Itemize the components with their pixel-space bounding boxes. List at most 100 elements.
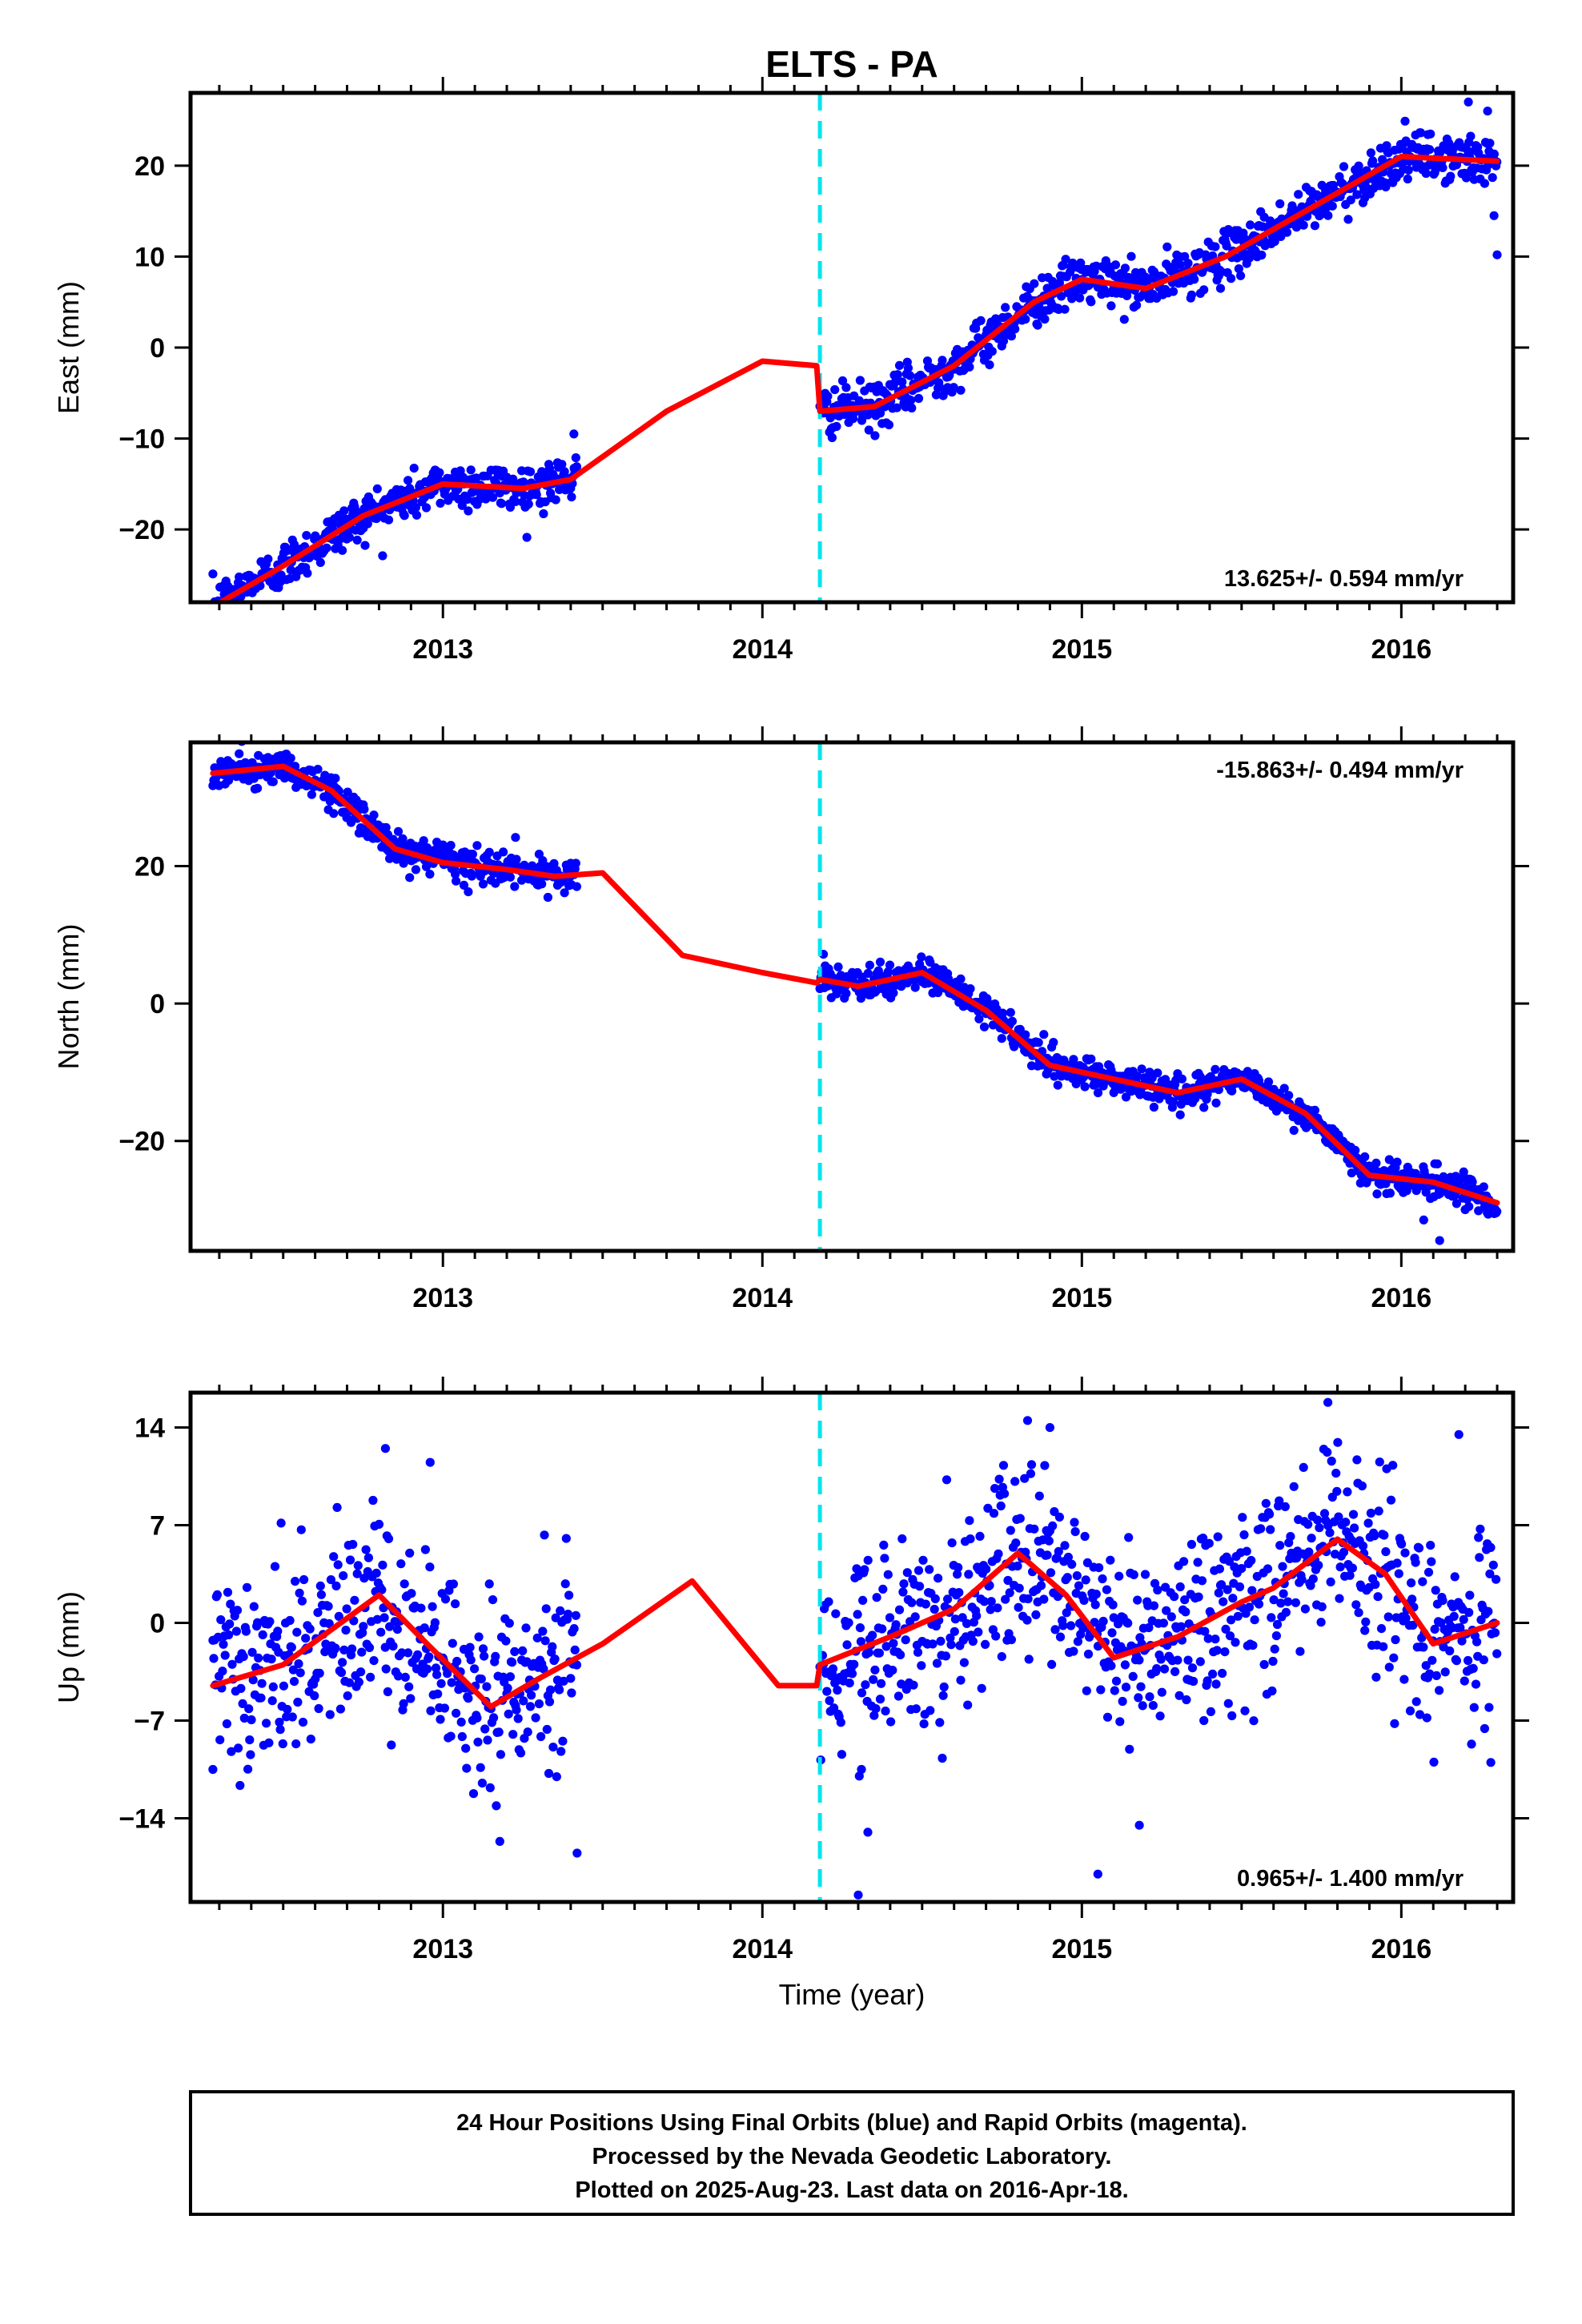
data-point <box>1354 1608 1363 1618</box>
data-point <box>1266 1525 1275 1534</box>
data-point <box>1327 201 1337 211</box>
data-point <box>856 1637 865 1647</box>
data-point <box>942 1475 952 1485</box>
data-point <box>1489 149 1499 159</box>
data-point <box>1244 253 1255 263</box>
data-point <box>1445 1646 1455 1656</box>
data-point <box>495 1836 504 1846</box>
data-point <box>1384 1663 1394 1672</box>
data-point <box>1275 199 1285 209</box>
data-point <box>1391 1634 1400 1645</box>
data-point <box>1039 1030 1049 1039</box>
data-point <box>1020 1474 1030 1483</box>
data-point <box>1133 1595 1142 1605</box>
data-point <box>917 952 926 962</box>
data-point <box>1275 1541 1285 1550</box>
data-point <box>1492 1207 1502 1216</box>
data-point <box>1425 1669 1435 1679</box>
data-point <box>247 1715 256 1725</box>
data-point <box>1379 1530 1389 1540</box>
data-point <box>1030 279 1039 288</box>
data-point <box>1030 1524 1039 1534</box>
data-point <box>1397 1539 1407 1549</box>
outlier-point <box>863 1827 873 1837</box>
data-point <box>994 1549 1003 1558</box>
data-point <box>1044 1536 1054 1546</box>
data-point <box>411 865 421 875</box>
data-point <box>959 1658 969 1667</box>
outlier-point <box>1134 1820 1144 1830</box>
data-point <box>369 1656 379 1666</box>
data-point <box>864 425 873 435</box>
data-point <box>1464 1607 1474 1618</box>
data-point <box>1267 1686 1277 1696</box>
data-point <box>1418 1577 1427 1586</box>
data-point <box>267 1655 276 1664</box>
data-point <box>1047 1659 1057 1669</box>
y-tick-label: 20 <box>135 151 165 182</box>
data-point <box>1278 1562 1287 1571</box>
data-point <box>1379 1642 1388 1651</box>
data-point <box>853 1610 862 1619</box>
data-point <box>1075 293 1085 303</box>
data-point <box>1158 1618 1168 1628</box>
data-point <box>1106 301 1116 311</box>
data-point <box>363 519 372 529</box>
data-point <box>258 1630 267 1639</box>
outlier-point <box>1022 1416 1033 1425</box>
data-point <box>446 1731 456 1741</box>
data-point <box>1186 290 1196 300</box>
data-point <box>338 1658 347 1667</box>
data-point <box>1040 1461 1050 1470</box>
data-point <box>1203 1634 1213 1643</box>
data-point <box>837 376 848 386</box>
data-point <box>825 1696 834 1706</box>
data-point <box>1200 1626 1210 1636</box>
data-point <box>512 854 521 864</box>
data-point <box>504 1618 514 1628</box>
plot-frame <box>188 1390 1516 1904</box>
data-point <box>1335 1562 1345 1572</box>
data-point <box>1360 1626 1370 1635</box>
data-point <box>1449 1611 1459 1621</box>
data-point <box>1492 1649 1502 1659</box>
data-point <box>1193 1558 1203 1567</box>
data-point <box>1033 320 1042 330</box>
data-point <box>1109 1613 1118 1622</box>
data-point <box>313 1608 323 1618</box>
data-point <box>1153 1068 1162 1078</box>
data-point <box>903 364 913 373</box>
data-point <box>1177 1074 1186 1084</box>
data-point <box>313 765 323 774</box>
data-point <box>1217 1580 1227 1590</box>
data-point <box>339 506 349 516</box>
data-point <box>1228 1594 1238 1603</box>
data-point <box>239 605 248 613</box>
data-point <box>521 1623 531 1633</box>
outlier-point <box>857 1764 866 1775</box>
data-point <box>1222 241 1231 251</box>
data-point <box>339 1571 348 1581</box>
data-point <box>1366 148 1375 158</box>
data-point <box>1152 1664 1162 1674</box>
data-point <box>889 988 898 998</box>
outlier-point <box>1489 211 1499 220</box>
data-point <box>256 1693 266 1703</box>
data-point <box>1102 1712 1113 1722</box>
east-panel: 2013 2014 2015 2016 −20 −10 0 10 20 East (mm) 13.6… <box>52 77 1529 665</box>
data-point <box>1271 1631 1281 1641</box>
data-point <box>563 1610 573 1619</box>
data-point <box>393 1671 404 1681</box>
data-point <box>388 1642 398 1651</box>
data-point <box>1250 1615 1259 1625</box>
data-point <box>1333 1437 1343 1447</box>
up-panel: 2013 2014 2015 2016 −14 −7 0 7 14 Up (mm) Time (ye… <box>52 1377 1529 2011</box>
data-point <box>855 1623 865 1633</box>
data-point <box>432 1670 442 1679</box>
data-point <box>291 1739 301 1749</box>
data-point <box>981 1639 990 1649</box>
y-tick-label: 0 <box>150 989 165 1019</box>
data-point <box>1385 1188 1395 1198</box>
data-point <box>1042 1550 1052 1560</box>
data-point <box>208 569 218 579</box>
